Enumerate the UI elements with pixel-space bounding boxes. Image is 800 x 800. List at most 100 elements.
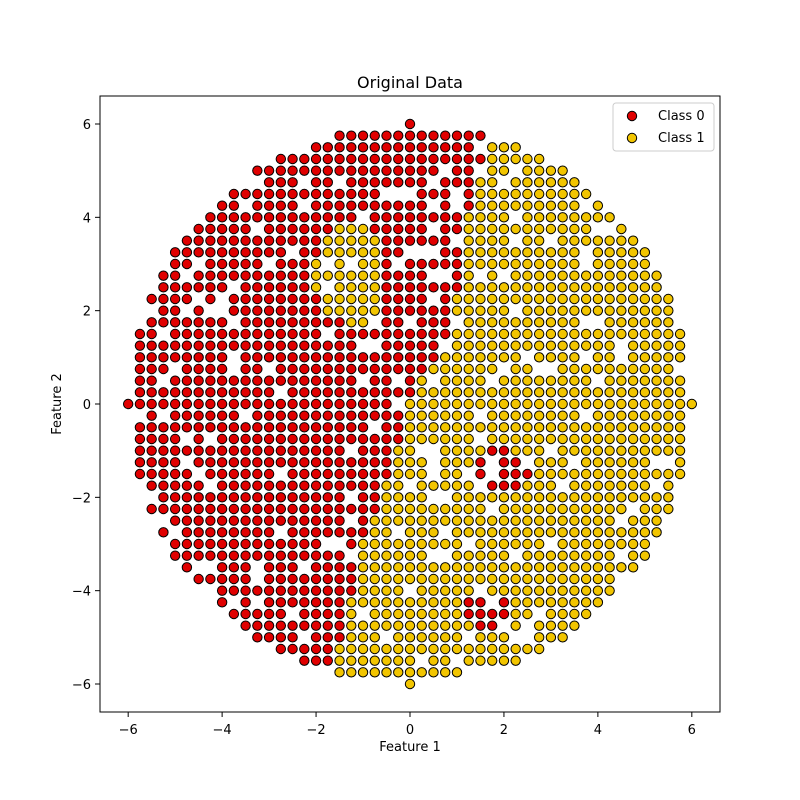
point-class-0 [263,188,275,200]
point-class-0 [369,468,380,480]
point-class-1 [604,387,615,398]
point-class-1 [557,608,568,620]
point-class-1 [533,410,545,421]
point-class-1 [475,223,486,235]
point-class-0 [287,223,298,235]
point-class-0 [263,352,275,363]
point-class-0 [463,153,474,165]
point-class-1 [533,597,545,608]
point-class-1 [604,305,615,316]
point-class-1 [393,597,404,608]
point-class-1 [487,305,498,316]
point-class-1 [651,492,662,503]
point-class-0 [322,527,333,538]
point-class-0 [228,433,240,445]
point-class-0 [475,597,486,608]
point-class-1 [557,270,568,281]
point-class-1 [627,550,639,561]
point-class-0 [169,282,181,293]
point-class-1 [522,375,533,386]
point-class-1 [498,573,510,585]
point-class-1 [616,410,627,421]
point-class-1 [510,293,521,305]
point-class-0 [334,142,345,153]
point-class-1 [428,538,439,550]
point-class-1 [393,468,404,480]
point-class-0 [263,620,275,631]
point-class-1 [627,328,639,340]
point-class-1 [545,375,557,386]
point-class-1 [616,317,627,328]
point-class-1 [545,258,557,270]
point-class-0 [322,515,333,526]
point-class-1 [487,655,498,666]
point-class-0 [193,340,204,351]
point-class-1 [404,492,416,503]
point-class-1 [604,212,615,223]
point-class-1 [639,352,651,363]
point-class-1 [510,608,521,620]
point-class-0 [287,480,298,491]
point-class-0 [252,550,263,561]
point-class-0 [416,258,427,270]
point-class-1 [440,503,451,515]
point-class-1 [639,527,651,538]
point-class-0 [440,153,451,165]
point-class-0 [181,468,193,480]
x-tick-label: 2 [500,723,508,738]
point-class-0 [322,492,333,503]
point-class-1 [510,562,521,573]
point-class-1 [510,410,521,421]
point-class-0 [416,352,427,363]
point-class-0 [240,480,251,491]
point-class-0 [287,258,298,270]
point-class-1 [498,410,510,421]
point-class-1 [616,223,627,235]
point-class-0 [369,153,380,165]
point-class-1 [440,538,451,550]
point-class-1 [393,667,404,678]
point-class-1 [522,363,533,375]
point-class-1 [440,620,451,631]
point-class-1 [428,398,439,410]
point-class-1 [487,188,498,200]
point-class-0 [475,457,486,468]
point-class-1 [451,328,463,340]
point-class-1 [416,410,427,421]
point-class-0 [381,352,392,363]
point-class-0 [263,305,275,316]
point-class-1 [381,503,392,515]
point-class-1 [522,445,533,456]
point-class-0 [416,270,427,281]
point-class-0 [193,550,204,561]
point-class-0 [158,433,169,445]
point-class-1 [522,492,533,503]
point-class-1 [569,340,580,351]
point-class-1 [522,328,533,340]
point-class-0 [299,643,310,655]
point-class-1 [533,538,545,550]
point-class-0 [310,247,322,258]
point-class-1 [487,387,498,398]
point-class-1 [404,678,416,690]
point-class-0 [263,328,275,340]
point-class-0 [381,235,392,246]
point-class-0 [310,620,322,631]
point-class-0 [228,223,240,235]
point-class-0 [263,538,275,550]
point-class-1 [569,398,580,410]
point-class-0 [346,422,357,433]
point-class-0 [181,352,193,363]
point-class-0 [252,608,263,620]
point-class-1 [627,527,639,538]
point-class-1 [510,317,521,328]
point-class-0 [252,258,263,270]
point-class-0 [216,562,228,573]
point-class-1 [510,433,521,445]
point-class-0 [428,317,439,328]
point-class-1 [663,375,674,386]
point-class-0 [334,363,345,375]
point-class-1 [533,445,545,456]
point-class-0 [158,293,169,305]
point-class-0 [275,317,287,328]
